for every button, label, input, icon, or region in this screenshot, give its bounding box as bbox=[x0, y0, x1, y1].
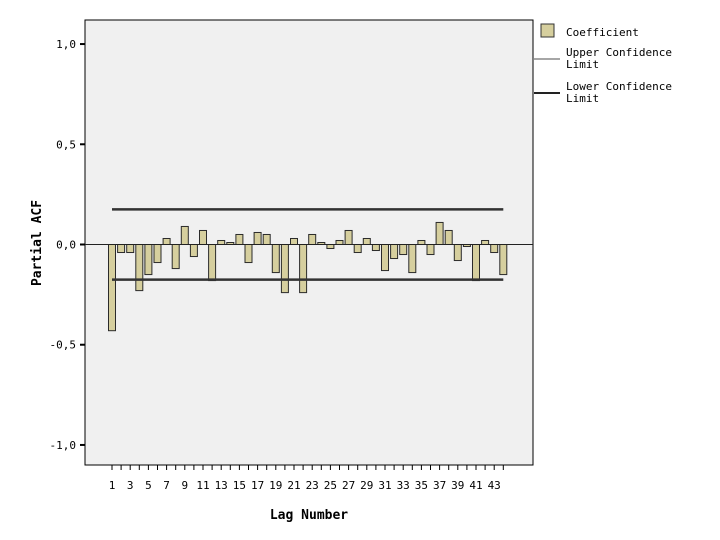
coefficient-bar bbox=[353, 244, 362, 254]
x-tick-label: 5 bbox=[145, 479, 152, 492]
coefficient-bar bbox=[390, 244, 399, 260]
x-tick-label: 9 bbox=[181, 479, 188, 492]
coefficient-bar bbox=[280, 244, 289, 294]
coefficient-bar bbox=[417, 239, 426, 246]
coefficient-bar bbox=[408, 244, 417, 274]
coefficient-bar bbox=[453, 244, 462, 262]
coefficient-bar bbox=[153, 244, 162, 264]
coefficient-bar bbox=[189, 244, 198, 258]
coefficient-bar bbox=[326, 244, 335, 250]
coefficient-bar bbox=[126, 244, 135, 254]
coefficient-bar bbox=[481, 239, 490, 246]
coefficient-bar bbox=[235, 233, 244, 246]
x-axis: 1 3 5 7 9 11 13 15 17 19 21 23 25 27 29 31 33 35 37 39 41 43 bbox=[109, 465, 504, 492]
x-tick-label: 43 bbox=[488, 479, 501, 492]
coefficient-bar bbox=[335, 239, 344, 246]
coefficient-bar bbox=[199, 229, 207, 246]
coefficient-bar bbox=[472, 244, 480, 282]
x-tick-label: 25 bbox=[324, 479, 337, 492]
x-tick-label: 33 bbox=[397, 479, 410, 492]
coefficient-bar bbox=[344, 229, 353, 246]
x-tick-label: 21 bbox=[287, 479, 300, 492]
y-tick-label: -1,0 bbox=[50, 439, 77, 452]
x-tick-label: 3 bbox=[127, 479, 134, 492]
coefficient-bar bbox=[299, 244, 308, 294]
coefficient-bar bbox=[308, 233, 317, 246]
legend-coefficient-swatch bbox=[540, 23, 555, 38]
coefficient-bar bbox=[435, 221, 444, 246]
x-tick-label: 17 bbox=[251, 479, 264, 492]
x-tick-label: 19 bbox=[269, 479, 282, 492]
x-tick-label: 11 bbox=[196, 479, 209, 492]
y-axis: 1,0 0,5 0,0 -0,5 -1,0 bbox=[50, 38, 85, 452]
legend: Coefficient Upper Confidence Limit Lower Co… bbox=[534, 23, 672, 105]
coefficient-bar bbox=[362, 237, 371, 246]
x-tick-label: 37 bbox=[433, 479, 446, 492]
legend-coefficient-label: Coefficient bbox=[566, 26, 639, 39]
x-tick-label: 23 bbox=[306, 479, 319, 492]
legend-upper-label: Upper Confidence Limit bbox=[566, 46, 672, 71]
coefficient-bar bbox=[171, 244, 180, 270]
x-tick-label: 13 bbox=[215, 479, 228, 492]
coefficient-bar bbox=[371, 244, 380, 252]
coefficient-bar bbox=[499, 244, 508, 276]
coefficient-bar bbox=[490, 244, 499, 254]
coefficient-bar bbox=[271, 244, 280, 274]
coefficient-bar bbox=[290, 237, 298, 246]
x-tick-label: 35 bbox=[415, 479, 428, 492]
coefficient-bar bbox=[253, 231, 262, 246]
y-tick-label: 0,0 bbox=[56, 239, 76, 252]
coefficient-bar bbox=[117, 244, 126, 254]
coefficient-bar bbox=[108, 244, 116, 332]
x-tick-label: 29 bbox=[360, 479, 373, 492]
x-tick-label: 27 bbox=[342, 479, 355, 492]
coefficient-bar bbox=[444, 229, 453, 246]
coefficient-bar bbox=[262, 233, 271, 246]
y-tick-label: 0,5 bbox=[56, 138, 76, 151]
coefficient-bar bbox=[381, 244, 389, 272]
y-axis-label: Partial ACF bbox=[30, 200, 45, 286]
x-tick-label: 39 bbox=[451, 479, 464, 492]
coefficient-bar bbox=[135, 244, 144, 292]
coefficient-bar bbox=[426, 244, 435, 256]
y-tick-label: 1,0 bbox=[56, 38, 76, 51]
coefficient-bar bbox=[180, 225, 189, 246]
coefficient-bar bbox=[162, 237, 171, 246]
coefficient-bar bbox=[399, 244, 408, 256]
x-tick-label: 31 bbox=[378, 479, 391, 492]
x-axis-label: Lag Number bbox=[270, 508, 348, 523]
coefficient-bar bbox=[208, 244, 217, 282]
coefficient-bar bbox=[217, 239, 226, 246]
coefficient-bar bbox=[144, 244, 153, 276]
x-tick-label: 7 bbox=[163, 479, 170, 492]
legend-lower-label: Lower Confidence Limit bbox=[566, 80, 672, 105]
y-tick-label: -0,5 bbox=[50, 339, 77, 352]
x-tick-label: 15 bbox=[233, 479, 246, 492]
x-tick-label: 41 bbox=[469, 479, 482, 492]
coefficient-bar bbox=[244, 244, 253, 264]
x-tick-label: 1 bbox=[109, 479, 116, 492]
